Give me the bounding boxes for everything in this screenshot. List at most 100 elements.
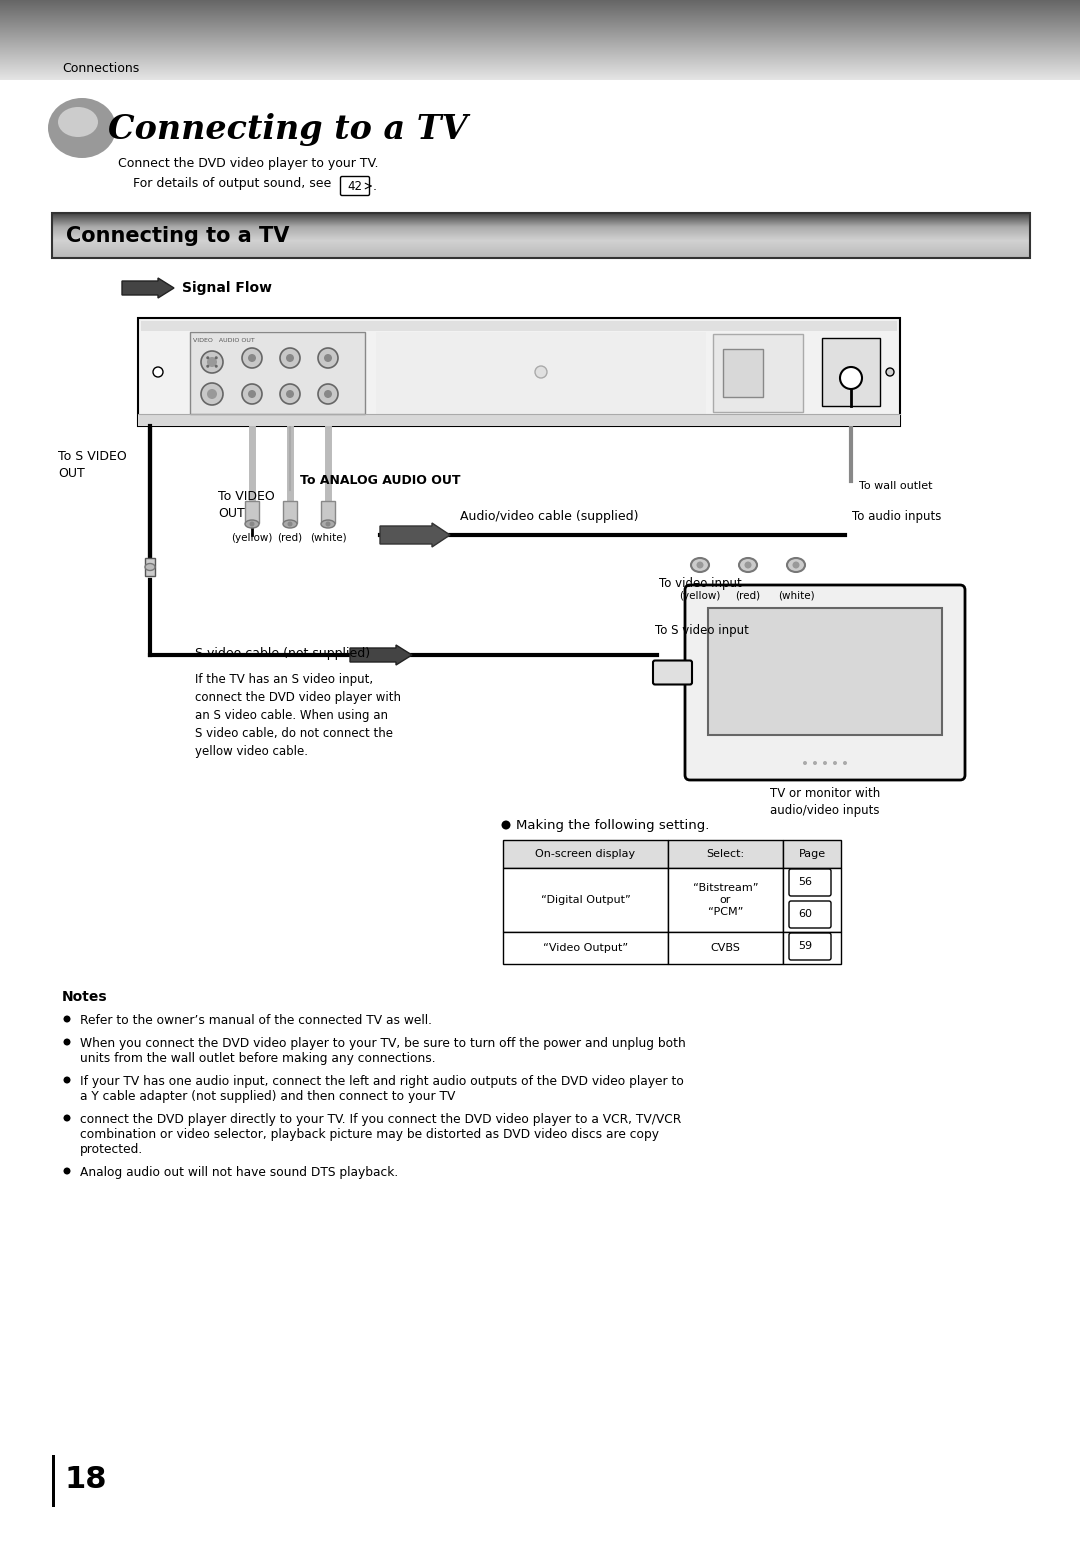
Text: To ANALOG AUDIO OUT: To ANALOG AUDIO OUT	[300, 473, 460, 486]
FancyBboxPatch shape	[685, 585, 966, 781]
Text: (white): (white)	[778, 591, 814, 601]
Ellipse shape	[325, 521, 330, 526]
Bar	[138, 318, 900, 425]
Ellipse shape	[886, 368, 894, 376]
FancyBboxPatch shape	[340, 177, 369, 196]
Ellipse shape	[287, 521, 293, 526]
Text: 18: 18	[64, 1465, 107, 1495]
Bar	[783, 868, 841, 933]
Text: (yellow): (yellow)	[231, 532, 272, 543]
FancyBboxPatch shape	[789, 902, 831, 928]
Bar	[145, 559, 156, 576]
Ellipse shape	[64, 1114, 70, 1122]
Text: To wall outlet: To wall outlet	[859, 481, 932, 490]
Text: 60: 60	[798, 909, 812, 919]
Bar	[190, 332, 365, 414]
Text: Page: Page	[798, 849, 825, 858]
FancyBboxPatch shape	[789, 869, 831, 896]
Text: If the TV has an S video input,
connect the DVD video player with
an S video cab: If the TV has an S video input, connect …	[195, 674, 401, 757]
Ellipse shape	[286, 354, 294, 362]
Text: (white): (white)	[310, 532, 347, 543]
Ellipse shape	[823, 760, 827, 765]
Text: combination or video selector, playback picture may be distorted as DVD video di: combination or video selector, playback …	[80, 1128, 659, 1141]
Ellipse shape	[321, 520, 335, 528]
Bar	[283, 501, 297, 523]
Bar	[141, 321, 897, 331]
Ellipse shape	[64, 1038, 70, 1046]
Ellipse shape	[206, 365, 210, 368]
Text: units from the wall outlet before making any connections.: units from the wall outlet before making…	[80, 1052, 435, 1065]
FancyBboxPatch shape	[653, 661, 692, 684]
Ellipse shape	[318, 348, 338, 368]
Text: Connect the DVD video player to your TV.: Connect the DVD video player to your TV.	[118, 157, 378, 169]
Text: 59: 59	[798, 941, 812, 951]
FancyArrow shape	[350, 646, 411, 664]
Text: To VIDEO
OUT: To VIDEO OUT	[218, 490, 274, 520]
FancyArrow shape	[380, 523, 450, 546]
Bar	[376, 332, 706, 414]
Text: “Digital Output”: “Digital Output”	[541, 896, 631, 905]
Ellipse shape	[280, 383, 300, 404]
Text: To audio inputs: To audio inputs	[852, 511, 942, 523]
Text: Connecting to a TV: Connecting to a TV	[108, 113, 468, 146]
Ellipse shape	[813, 760, 816, 765]
Ellipse shape	[245, 520, 259, 528]
Ellipse shape	[64, 1015, 70, 1023]
Text: Select:: Select:	[706, 849, 744, 858]
Ellipse shape	[206, 357, 210, 359]
Ellipse shape	[840, 366, 862, 390]
Bar	[783, 933, 841, 964]
Text: Analog audio out will not have sound DTS playback.: Analog audio out will not have sound DTS…	[80, 1166, 399, 1180]
Ellipse shape	[804, 760, 807, 765]
Text: Signal Flow: Signal Flow	[183, 281, 272, 295]
Text: If your TV has one audio input, connect the left and right audio outputs of the : If your TV has one audio input, connect …	[80, 1076, 684, 1088]
Ellipse shape	[249, 521, 255, 526]
Ellipse shape	[286, 390, 294, 397]
Ellipse shape	[697, 562, 703, 568]
FancyArrow shape	[122, 278, 174, 298]
Ellipse shape	[535, 366, 546, 379]
Bar	[503, 840, 669, 868]
Bar	[52, 1456, 55, 1507]
Text: VIDEO   AUDIO OUT: VIDEO AUDIO OUT	[193, 338, 255, 343]
Ellipse shape	[201, 351, 222, 372]
Ellipse shape	[64, 1077, 70, 1083]
Text: (yellow): (yellow)	[679, 591, 720, 601]
Text: a Y cable adapter (not supplied) and then connect to your TV: a Y cable adapter (not supplied) and the…	[80, 1090, 456, 1103]
Bar	[713, 334, 804, 411]
Ellipse shape	[215, 357, 218, 359]
Ellipse shape	[739, 559, 757, 573]
Text: TV or monitor with
audio/video inputs: TV or monitor with audio/video inputs	[770, 787, 880, 816]
Ellipse shape	[744, 562, 752, 568]
FancyBboxPatch shape	[789, 933, 831, 961]
Text: Connecting to a TV: Connecting to a TV	[66, 225, 289, 245]
Bar	[669, 933, 783, 964]
Ellipse shape	[48, 98, 116, 158]
Ellipse shape	[501, 821, 511, 829]
Ellipse shape	[833, 760, 837, 765]
Text: protected.: protected.	[80, 1142, 144, 1156]
Text: Making the following setting.: Making the following setting.	[516, 818, 710, 832]
Text: To video input: To video input	[659, 577, 741, 590]
Ellipse shape	[691, 559, 708, 573]
Text: Notes: Notes	[62, 990, 108, 1004]
Bar	[669, 840, 783, 868]
Bar	[503, 868, 669, 933]
Ellipse shape	[248, 354, 256, 362]
Text: connect the DVD player directly to your TV. If you connect the DVD video player : connect the DVD player directly to your …	[80, 1113, 681, 1127]
Text: 42: 42	[348, 180, 363, 192]
Ellipse shape	[843, 760, 847, 765]
Ellipse shape	[207, 390, 217, 399]
Ellipse shape	[215, 365, 218, 368]
Ellipse shape	[787, 559, 805, 573]
Ellipse shape	[318, 383, 338, 404]
Bar	[783, 840, 841, 868]
Ellipse shape	[793, 562, 799, 568]
Bar	[503, 933, 669, 964]
Text: (red): (red)	[278, 532, 302, 543]
Ellipse shape	[64, 1167, 70, 1175]
Ellipse shape	[283, 520, 297, 528]
Text: When you connect the DVD video player to your TV, be sure to turn off the power : When you connect the DVD video player to…	[80, 1037, 686, 1051]
Ellipse shape	[153, 366, 163, 377]
Bar	[669, 868, 783, 933]
